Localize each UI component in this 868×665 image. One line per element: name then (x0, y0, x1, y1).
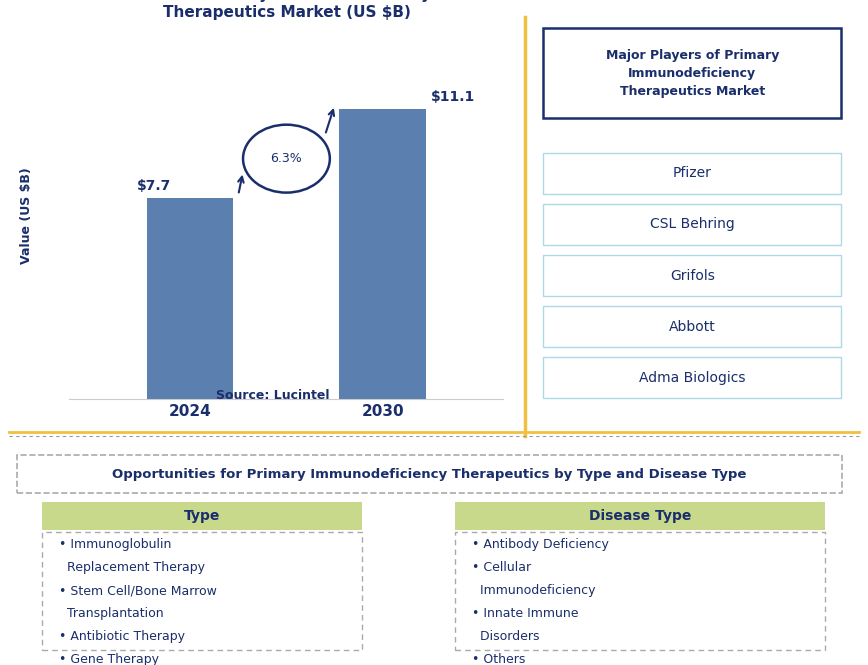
FancyBboxPatch shape (543, 153, 841, 194)
Text: Grifols: Grifols (670, 269, 714, 283)
Text: $7.7: $7.7 (137, 179, 171, 193)
Text: Opportunities for Primary Immunodeficiency Therapeutics by Type and Disease Type: Opportunities for Primary Immunodeficien… (113, 467, 746, 481)
Text: Source: Lucintel: Source: Lucintel (216, 389, 330, 402)
Title: Global Primary Immunodeficiency
Therapeutics Market (US $B): Global Primary Immunodeficiency Therapeu… (141, 0, 431, 19)
Text: • Immunoglobulin
  Replacement Therapy
• Stem Cell/Bone Marrow
  Transplantation: • Immunoglobulin Replacement Therapy • S… (59, 538, 217, 665)
Text: Type: Type (184, 509, 220, 523)
Ellipse shape (243, 125, 330, 193)
Text: • Antibody Deficiency
• Cellular
  Immunodeficiency
• Innate Immune
  Disorders
: • Antibody Deficiency • Cellular Immunod… (472, 538, 608, 665)
FancyBboxPatch shape (543, 357, 841, 398)
Bar (147, 198, 233, 399)
Text: Adma Biologics: Adma Biologics (639, 371, 746, 385)
Text: Major Players of Primary
Immunodeficiency
Therapeutics Market: Major Players of Primary Immunodeficienc… (606, 49, 779, 98)
Text: Disease Type: Disease Type (589, 509, 691, 523)
FancyBboxPatch shape (455, 501, 825, 530)
FancyBboxPatch shape (543, 255, 841, 296)
Text: $11.1: $11.1 (431, 90, 476, 104)
Text: Abbott: Abbott (669, 320, 715, 334)
Text: Value (US $B): Value (US $B) (20, 168, 32, 265)
FancyBboxPatch shape (455, 532, 825, 650)
Text: CSL Behring: CSL Behring (650, 217, 734, 231)
FancyBboxPatch shape (543, 28, 841, 118)
Bar (339, 109, 426, 399)
Text: 6.3%: 6.3% (271, 152, 302, 165)
FancyBboxPatch shape (43, 532, 362, 650)
FancyBboxPatch shape (543, 204, 841, 245)
FancyBboxPatch shape (43, 501, 362, 530)
FancyBboxPatch shape (17, 455, 842, 493)
Text: Pfizer: Pfizer (673, 166, 712, 180)
FancyBboxPatch shape (543, 306, 841, 347)
